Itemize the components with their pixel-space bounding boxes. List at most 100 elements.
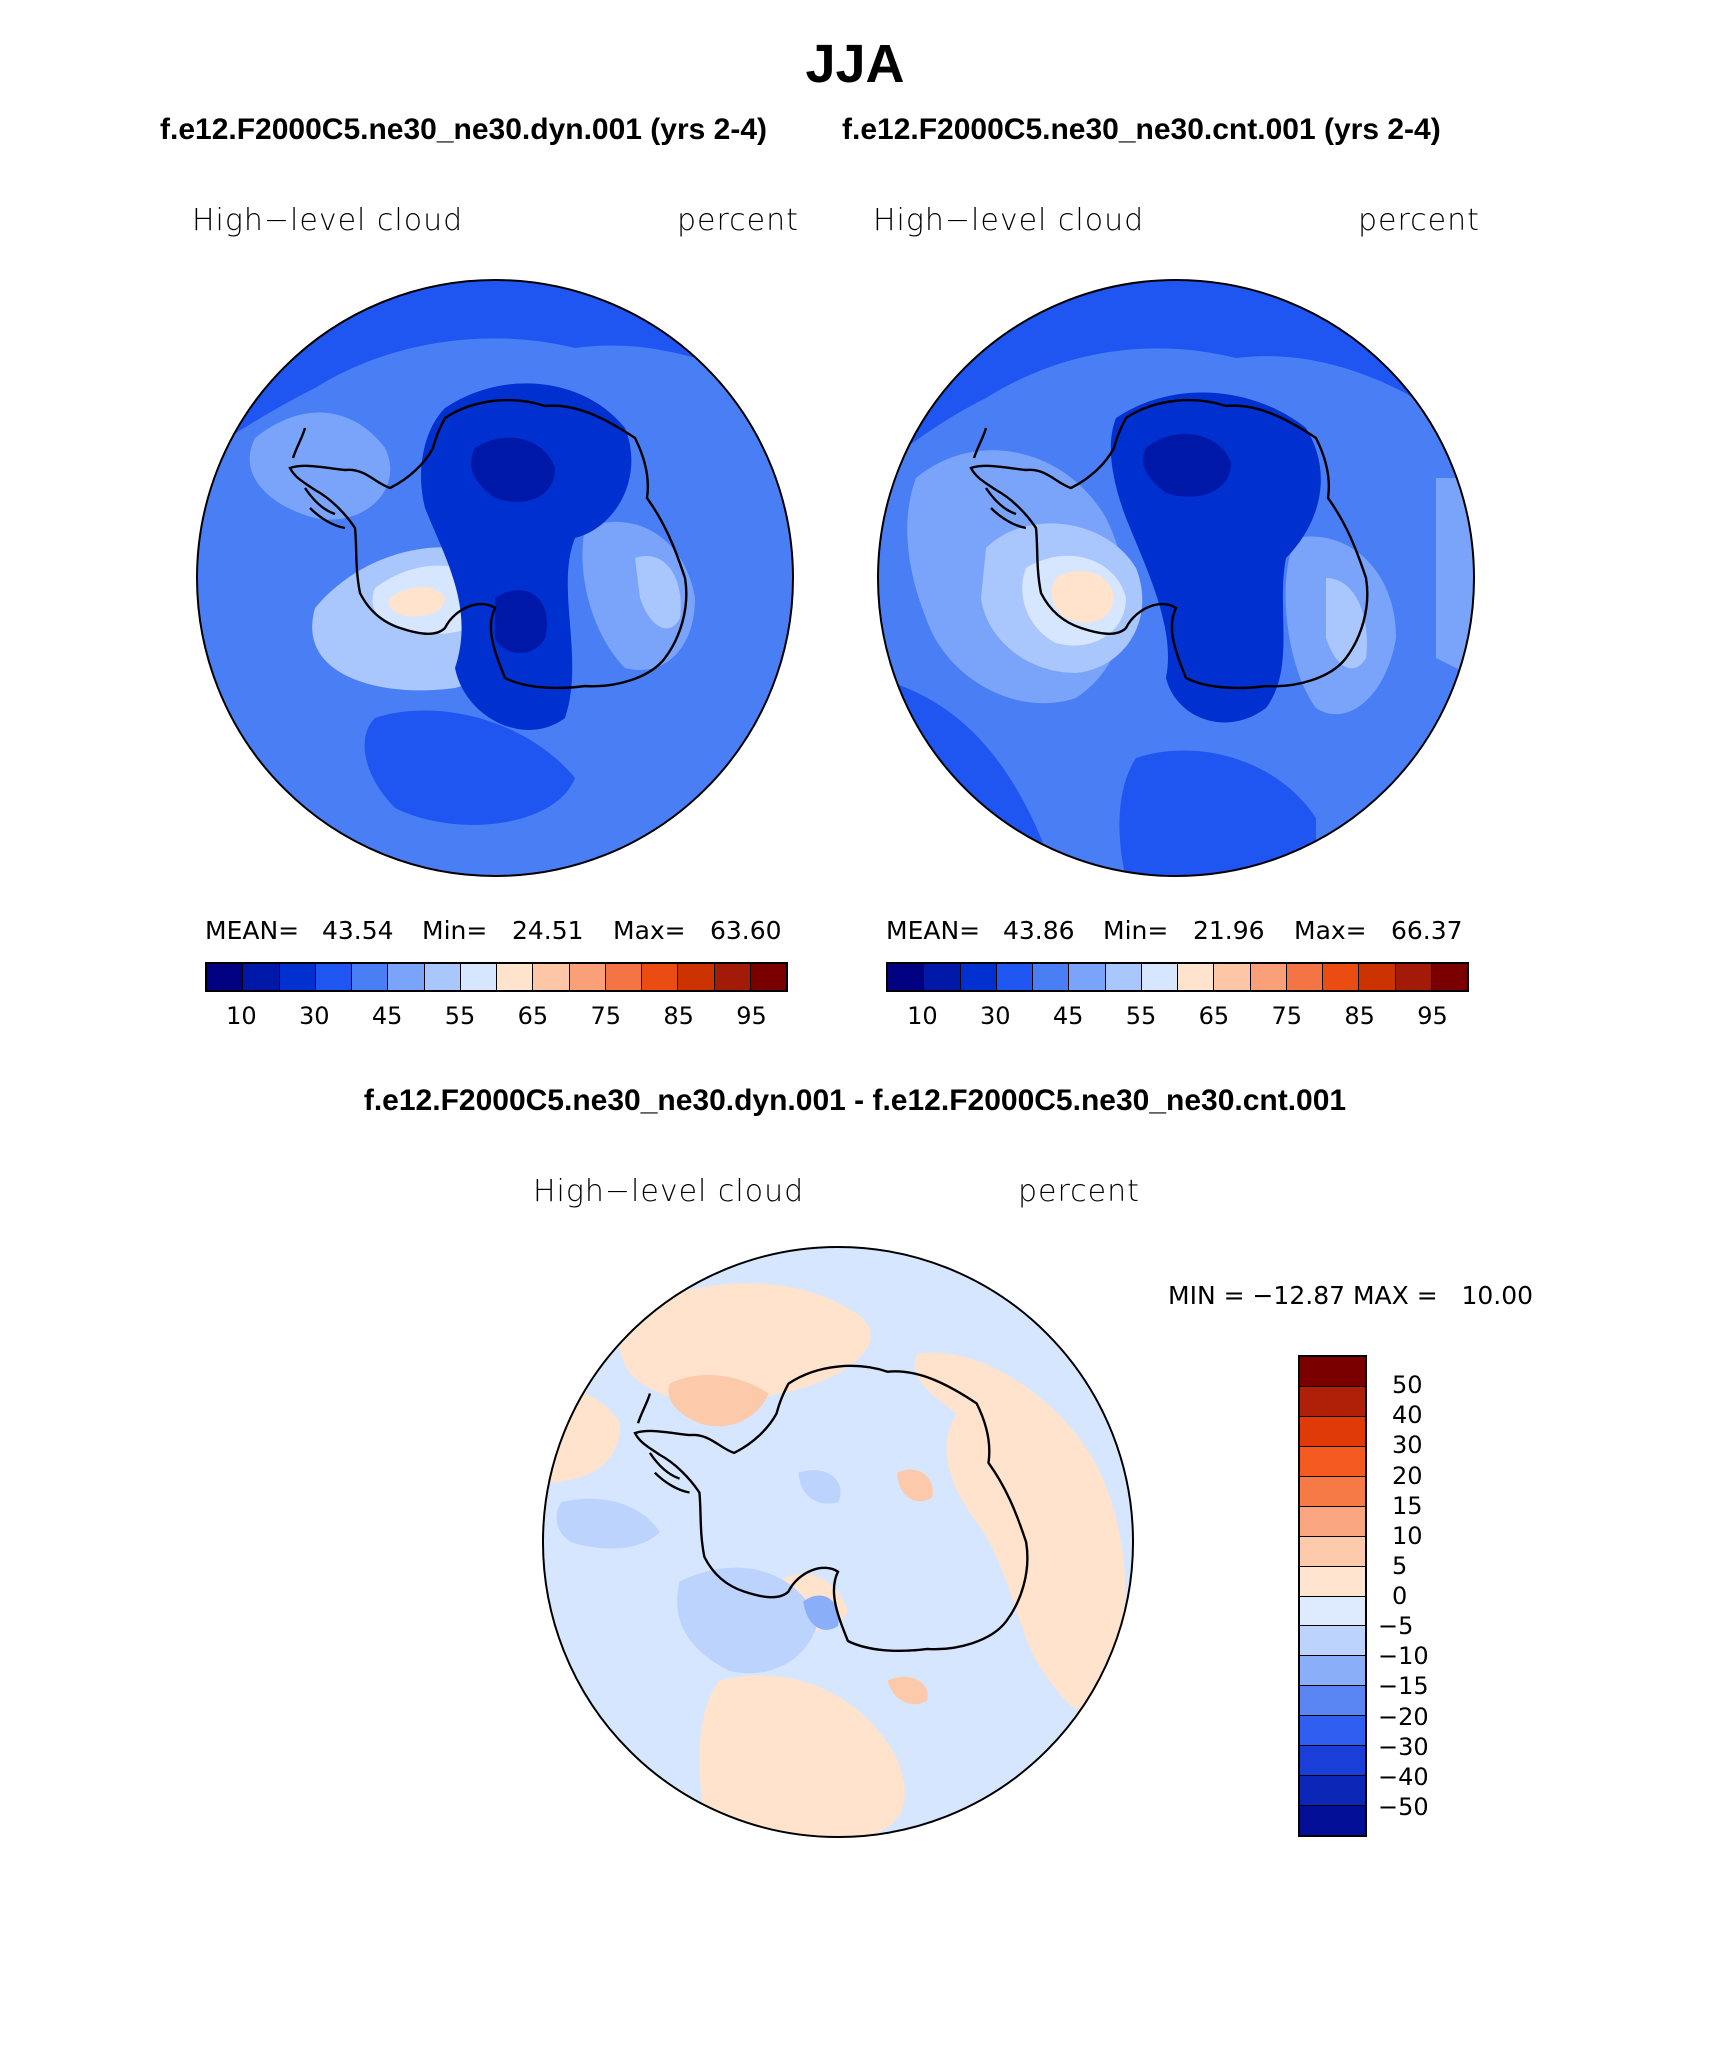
diff-colorbar-tick-label: −50 (1378, 1792, 1429, 1821)
panel2-colorbar-tick-label: 30 (980, 1002, 1011, 1030)
panel2-min-label: Min= (1103, 916, 1169, 945)
diff-contour-band (897, 1469, 933, 1502)
panel2-units-label: percent (1358, 203, 1480, 238)
diff-contour-band (556, 1498, 660, 1549)
diff-contour-band (914, 1352, 1126, 1713)
panel2-colorbar-swatch (1250, 964, 1287, 990)
panel1-colorbar-swatch (315, 964, 352, 990)
diff-units-label: percent (1018, 1174, 1140, 1209)
diff-colorbar-swatch (1300, 1746, 1365, 1777)
top-subtitle-left: f.e12.F2000C5.ne30_ne30.dyn.001 (yrs 2-4… (160, 113, 768, 146)
diff-subtitle: f.e12.F2000C5.ne30_ne30.dyn.001 - f.e12.… (363, 1084, 1347, 1117)
diff-contour-band (798, 1470, 841, 1504)
panel2-colorbar-swatch (1431, 964, 1467, 990)
panel2-colorbar-tick-label: 55 (1125, 1002, 1157, 1030)
diff-colorbar-swatch (1300, 1596, 1365, 1627)
panel1-contour-band (364, 710, 575, 825)
panel1-colorbar-swatch (460, 964, 497, 990)
panel2-polar-map (877, 279, 1475, 877)
panel1-colorbar-swatch (569, 964, 606, 990)
panel1-colorbar-swatch (243, 964, 280, 990)
diff-colorbar-swatch (1300, 1476, 1365, 1507)
panel1-variable-label: High−level cloud (192, 203, 464, 238)
panel2-colorbar-swatch (888, 964, 925, 990)
diff-peninsula-outline (636, 1393, 690, 1494)
panel2-contour-band (878, 280, 1474, 468)
panel1-colorbar-tick-label: 30 (299, 1002, 330, 1030)
panel1-contour-band (582, 521, 695, 670)
panel1-contour-band (635, 556, 681, 629)
panel1-colorbar-swatch (207, 964, 244, 990)
panel1-colorbar-tick-label: 45 (371, 1002, 403, 1030)
panel1-peninsula-outline (291, 427, 346, 530)
panel2-colorbar-swatch (996, 964, 1033, 990)
panel1-colorbar-swatch (279, 964, 316, 990)
panel2-colorbar-tick-label: 65 (1198, 1002, 1230, 1030)
diff-colorbar-tick-label: −40 (1378, 1762, 1429, 1791)
panel1-max-label: Max= (613, 916, 686, 945)
diff-colorbar-tick-label: 0 (1392, 1582, 1408, 1610)
panel1-colorbar-tick-label: 75 (590, 1002, 622, 1030)
diff-contour-band (699, 1675, 905, 1838)
panel1-coastline (288, 398, 688, 690)
panel1-colorbar-swatch (352, 964, 389, 990)
diff-colorbar-swatch (1300, 1536, 1365, 1567)
panel2-colorbar-swatch (1033, 964, 1070, 990)
panel2-contour-band (1326, 578, 1367, 669)
diff-colorbar-tick-label: 30 (1392, 1431, 1423, 1460)
diff-colorbar-swatch (1300, 1446, 1365, 1477)
panel1-colorbar-swatch (678, 964, 715, 990)
panel2-colorbar-swatch (1395, 964, 1432, 990)
figure-title: JJA (805, 34, 905, 94)
panel1-units-label: percent (677, 203, 799, 238)
panel1-colorbar-swatch (714, 964, 751, 990)
diff-colorbar-swatch (1300, 1776, 1365, 1807)
panel2-colorbar-swatch (1105, 964, 1142, 990)
panel1-max-value: 63.60 (710, 916, 782, 945)
panel1-mean-value: 43.54 (322, 916, 394, 945)
diff-colorbar-ticks: 50 40 30 20 15 10 5 0 −5 −10 −15 −20 −30 −40 −50 (1378, 1355, 1458, 1837)
diff-colorbar-swatch (1300, 1416, 1365, 1447)
panel1-colorbar-swatch (388, 964, 425, 990)
panel1-colorbar-swatch (605, 964, 642, 990)
panel1-polar-map (196, 279, 794, 877)
diff-colorbar-swatch (1300, 1806, 1365, 1835)
panel2-mean-value: 43.86 (1003, 916, 1075, 945)
panel1-map-border (196, 279, 794, 877)
panel1-contour-band (197, 280, 793, 458)
panel1-colorbar-ticks: 10 30 45 55 65 75 85 95 (205, 1002, 788, 1032)
panel1-colorbar-tick-label: 95 (736, 1002, 767, 1030)
panel2-contour-band (1436, 478, 1474, 678)
diff-polar-map (541, 1245, 1135, 1839)
diff-colorbar-tick-label: 50 (1392, 1371, 1423, 1400)
panel1-colorbar-tick-label: 65 (517, 1002, 549, 1030)
panel2-colorbar-swatch (1178, 964, 1215, 990)
panel2-mean-label: MEAN= (886, 916, 981, 945)
panel2-colorbar-tick-label: 45 (1052, 1002, 1084, 1030)
panel1-min-label: Min= (422, 916, 488, 945)
panel1-colorbar-swatch (533, 964, 570, 990)
panel2-colorbar (886, 962, 1469, 992)
panel1-colorbar-swatch (497, 964, 534, 990)
panel2-colorbar-swatch (924, 964, 961, 990)
diff-map-border (541, 1245, 1135, 1839)
panel2-colorbar-swatch (1323, 964, 1360, 990)
diff-colorbar-swatch (1300, 1686, 1365, 1717)
diff-colorbar (1298, 1355, 1367, 1837)
panel1-contour-band (495, 590, 547, 653)
panel2-colorbar-swatch (1286, 964, 1323, 990)
panel2-colorbar-tick-label: 95 (1417, 1002, 1448, 1030)
diff-colorbar-swatch (1300, 1656, 1365, 1687)
diff-colorbar-tick-label: 5 (1392, 1551, 1408, 1580)
panel1-colorbar-tick-label: 85 (663, 1002, 694, 1030)
diff-contour-band (887, 1676, 928, 1705)
diff-colorbar-tick-label: 15 (1392, 1491, 1423, 1520)
panel1-mean-label: MEAN= (205, 916, 300, 945)
panel1-min-value: 24.51 (512, 916, 584, 945)
panel2-colorbar-swatch (960, 964, 997, 990)
panel1-colorbar-tick-label: 10 (226, 1002, 257, 1030)
diff-colorbar-tick-label: 20 (1392, 1461, 1423, 1490)
panel2-colorbar-tick-label: 10 (907, 1002, 938, 1030)
diff-colorbar-swatch (1300, 1626, 1365, 1657)
panel1-colorbar-swatch (750, 964, 786, 990)
